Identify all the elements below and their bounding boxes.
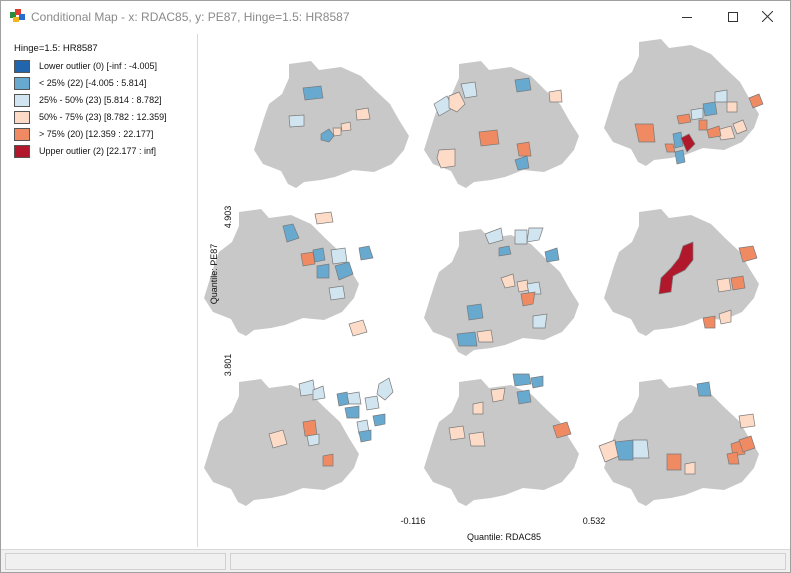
map-panel-r1-c3[interactable]	[604, 39, 764, 166]
x-break-left: -0.116	[401, 516, 426, 526]
legend-panel: Hinge=1.5: HR8587 Lower outlier (0) [-in…	[6, 34, 198, 547]
legend-label: < 25% (22) [-4.005 : 5.814]	[39, 78, 147, 88]
x-break-right: 0.532	[583, 516, 606, 526]
y-break-upper: 4.903	[223, 206, 233, 229]
legend-item-below-25[interactable]: < 25% (22) [-4.005 : 5.814]	[14, 75, 146, 91]
legend-swatch	[14, 59, 30, 73]
map-panel-r3-c1[interactable]	[204, 377, 394, 506]
map-panel-r2-c1[interactable]	[204, 209, 374, 337]
legend-swatch	[14, 144, 30, 158]
maximize-button[interactable]	[710, 1, 756, 32]
title-bar: Conditional Map - x: RDAC85, y: PE87, Hi…	[1, 1, 790, 32]
minimize-icon	[682, 16, 692, 18]
status-bar	[1, 549, 790, 572]
legend-label: Lower outlier (0) [-inf : -4.005]	[39, 61, 158, 71]
conditional-map-canvas[interactable]: 4.903 3.801 Quantile: PE87 -0.116 0.532 …	[199, 34, 788, 547]
legend-swatch	[14, 93, 30, 107]
status-cell	[5, 553, 226, 570]
legend-label: > 75% (20) [12.359 : 22.177]	[39, 129, 154, 139]
map-panel-r3-c2[interactable]	[424, 373, 579, 506]
legend-item-25-50[interactable]: 25% - 50% (23) [5.814 : 8.782]	[14, 92, 162, 108]
minimize-button[interactable]	[664, 1, 710, 32]
map-panel-r2-c2[interactable]	[424, 227, 579, 356]
y-axis-title: Quantile: PE87	[209, 244, 219, 305]
close-icon	[761, 11, 773, 22]
map-panel-r1-c2[interactable]	[424, 61, 579, 188]
legend-title: Hinge=1.5: HR8587	[14, 43, 98, 54]
legend-label: Upper outlier (2) [22.177 : inf]	[39, 146, 157, 156]
window-title: Conditional Map - x: RDAC85, y: PE87, Hi…	[31, 10, 350, 24]
legend-item-upper-outlier[interactable]: Upper outlier (2) [22.177 : inf]	[14, 143, 156, 159]
legend-swatch	[14, 127, 30, 141]
map-panel-r3-c3[interactable]	[598, 379, 759, 506]
map-panel-r1-c1[interactable]	[254, 61, 409, 188]
status-cell	[230, 553, 786, 570]
y-break-lower: 3.801	[223, 354, 233, 377]
close-button[interactable]	[744, 1, 790, 32]
legend-item-lower-outlier[interactable]: Lower outlier (0) [-inf : -4.005]	[14, 58, 157, 74]
legend-label: 50% - 75% (23) [8.782 : 12.359]	[39, 112, 167, 122]
map-grid-svg[interactable]: 4.903 3.801 Quantile: PE87 -0.116 0.532 …	[199, 34, 788, 547]
legend-swatch	[14, 110, 30, 124]
legend-item-above-75[interactable]: > 75% (20) [12.359 : 22.177]	[14, 126, 153, 142]
maximize-icon	[728, 11, 738, 22]
map-panel-r2-c3[interactable]	[604, 209, 759, 336]
legend-item-50-75[interactable]: 50% - 75% (23) [8.782 : 12.359]	[14, 109, 167, 125]
legend-label: 25% - 50% (23) [5.814 : 8.782]	[39, 95, 162, 105]
legend-swatch	[14, 76, 30, 90]
x-axis-title: Quantile: RDAC85	[467, 532, 541, 542]
geoda-map-icon	[10, 9, 25, 22]
